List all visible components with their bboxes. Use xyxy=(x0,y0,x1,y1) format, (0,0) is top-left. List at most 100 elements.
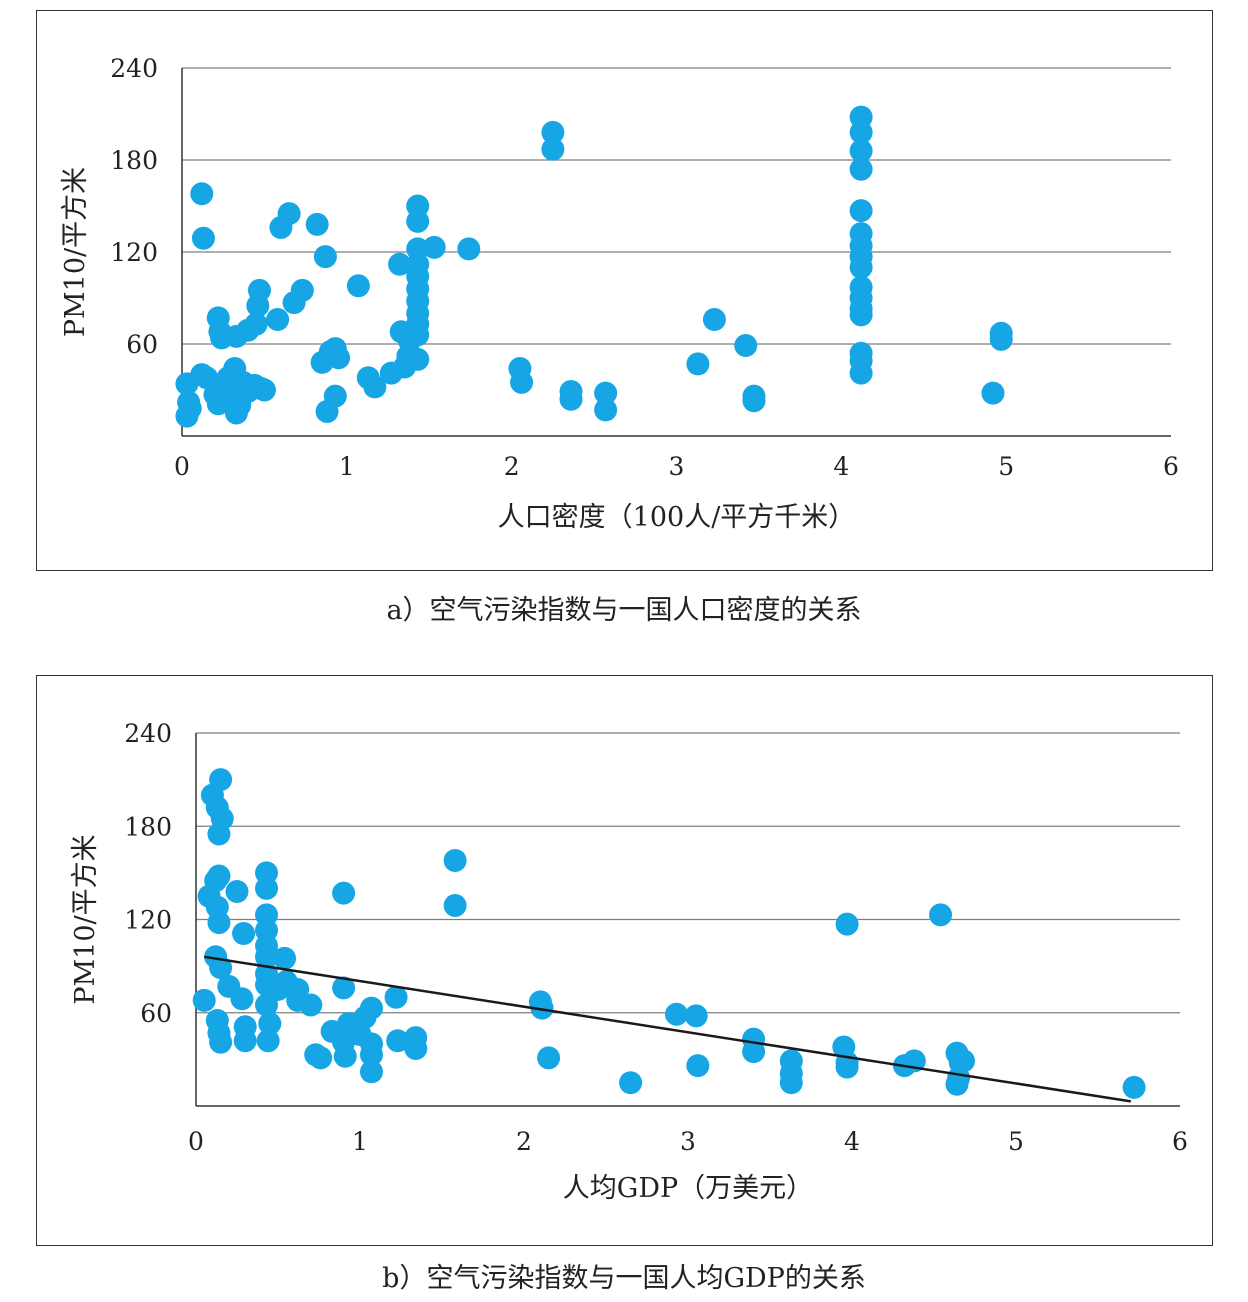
scatter-point xyxy=(359,1043,383,1067)
scatter-point xyxy=(981,381,1005,405)
y-tick-label: 120 xyxy=(110,238,158,267)
scatter-point xyxy=(406,209,430,233)
scatter-point xyxy=(305,212,329,236)
scatter-point xyxy=(686,1054,710,1078)
x-tick-label: 5 xyxy=(998,452,1014,481)
x-axis-title: 人均GDP（万美元） xyxy=(563,1173,813,1204)
scatter-point xyxy=(258,1012,282,1036)
scatter-chart-a: 60 120 180 240 0 1 2 3 4 5 6 人口密度（100人/平方千米） PM10/平方… xyxy=(60,54,1179,533)
scatter-point xyxy=(244,312,268,336)
x-tick-label: 3 xyxy=(680,1127,696,1156)
scatter-point xyxy=(207,911,231,935)
scatter-point xyxy=(230,987,254,1011)
scatter-point xyxy=(594,381,618,405)
scatter-point xyxy=(247,278,271,302)
scatter-point xyxy=(332,976,356,1000)
scatter-point xyxy=(849,303,873,327)
scatter-point xyxy=(929,903,953,927)
y-tick-label: 180 xyxy=(110,146,158,175)
scatter-point xyxy=(702,307,726,331)
scatter-point xyxy=(277,202,301,226)
scatter-point xyxy=(541,137,565,161)
scatter-point xyxy=(835,1055,859,1079)
scatter-point xyxy=(952,1049,976,1073)
y-tick-label: 60 xyxy=(126,330,158,359)
scatter-point xyxy=(363,375,387,399)
x-tick-label: 6 xyxy=(1163,452,1179,481)
scatter-point xyxy=(309,1046,333,1070)
y-tick-label: 240 xyxy=(124,719,172,748)
scatter-point xyxy=(332,881,356,905)
scatter-point xyxy=(290,278,314,302)
chart-panel-a: 60 120 180 240 0 1 2 3 4 5 6 人口密度（100人/平方千米） PM10/平方… xyxy=(36,10,1213,571)
scatter-point xyxy=(849,361,873,385)
scatter-point xyxy=(849,120,873,144)
y-tick-label: 240 xyxy=(110,54,158,83)
y-tick-label: 180 xyxy=(124,812,172,841)
scatter-point xyxy=(404,1036,428,1060)
scatter-point xyxy=(327,346,351,370)
x-tick-label: 1 xyxy=(339,452,355,481)
x-tick-label: 3 xyxy=(669,452,685,481)
scatter-point xyxy=(742,1040,766,1064)
x-tick-label: 2 xyxy=(504,452,520,481)
scatter-point xyxy=(256,1029,280,1053)
scatter-point xyxy=(384,985,408,1009)
scatter-point xyxy=(443,894,467,918)
y-tick-label: 120 xyxy=(124,906,172,935)
scatter-point xyxy=(333,1044,357,1068)
scatter-point xyxy=(684,1004,708,1028)
scatter-point xyxy=(273,946,297,970)
scatter-point xyxy=(849,157,873,181)
scatter-point xyxy=(386,1029,410,1053)
scatter-point xyxy=(849,199,873,223)
scatter-point xyxy=(323,384,347,408)
x-tick-label: 4 xyxy=(833,452,849,481)
scatter-point xyxy=(530,996,554,1020)
x-axis-title: 人口密度（100人/平方千米） xyxy=(498,502,856,533)
scatter-point xyxy=(443,848,467,872)
y-axis-title: PM10/平方米 xyxy=(60,167,91,337)
scatter-point xyxy=(594,398,618,422)
scatter-point xyxy=(359,996,383,1020)
scatter-point xyxy=(619,1071,643,1095)
caption-b: b）空气污染指数与一国人均GDP的关系 xyxy=(382,1263,866,1294)
scatter-point xyxy=(686,352,710,376)
scatter-point xyxy=(510,370,534,394)
scatter-point xyxy=(665,1002,689,1026)
x-tick-label: 0 xyxy=(174,452,190,481)
scatter-point xyxy=(233,1029,257,1053)
scatter-point xyxy=(299,993,323,1017)
scatter-point xyxy=(346,274,370,298)
scatter-point xyxy=(406,347,430,371)
scatter-point xyxy=(207,822,231,846)
x-tick-label: 4 xyxy=(844,1127,860,1156)
scatter-point xyxy=(190,363,214,387)
scatter-point xyxy=(388,252,412,276)
scatter-point xyxy=(190,182,214,206)
caption-a: a）空气污染指数与一国人口密度的关系 xyxy=(386,595,862,626)
scatter-point xyxy=(849,255,873,279)
scatter-point xyxy=(178,396,202,420)
x-tick-label: 6 xyxy=(1172,1127,1188,1156)
scatter-point xyxy=(359,1060,383,1084)
scatter-point xyxy=(252,378,276,402)
scatter-point xyxy=(779,1071,803,1095)
trend-line xyxy=(204,955,1131,1103)
scatter-point xyxy=(406,323,430,347)
scatter-point xyxy=(989,327,1013,351)
scatter-point xyxy=(1122,1075,1146,1099)
scatter-point xyxy=(734,334,758,358)
x-tick-label: 0 xyxy=(188,1127,204,1156)
y-axis-title: PM10/平方米 xyxy=(70,834,101,1004)
scatter-point xyxy=(537,1046,561,1070)
scatter-chart-b: 60 120 180 240 0 1 2 3 4 5 6 人均GDP（万美元） PM10/平方米 xyxy=(70,719,1188,1204)
scatter-point xyxy=(422,235,446,259)
scatter-point xyxy=(232,921,256,945)
scatter-point xyxy=(225,880,249,904)
scatter-point xyxy=(457,237,481,261)
scatter-point xyxy=(541,120,565,144)
scatter-point xyxy=(945,1072,969,1096)
scatter-point xyxy=(255,945,279,969)
scatter-point xyxy=(742,389,766,413)
